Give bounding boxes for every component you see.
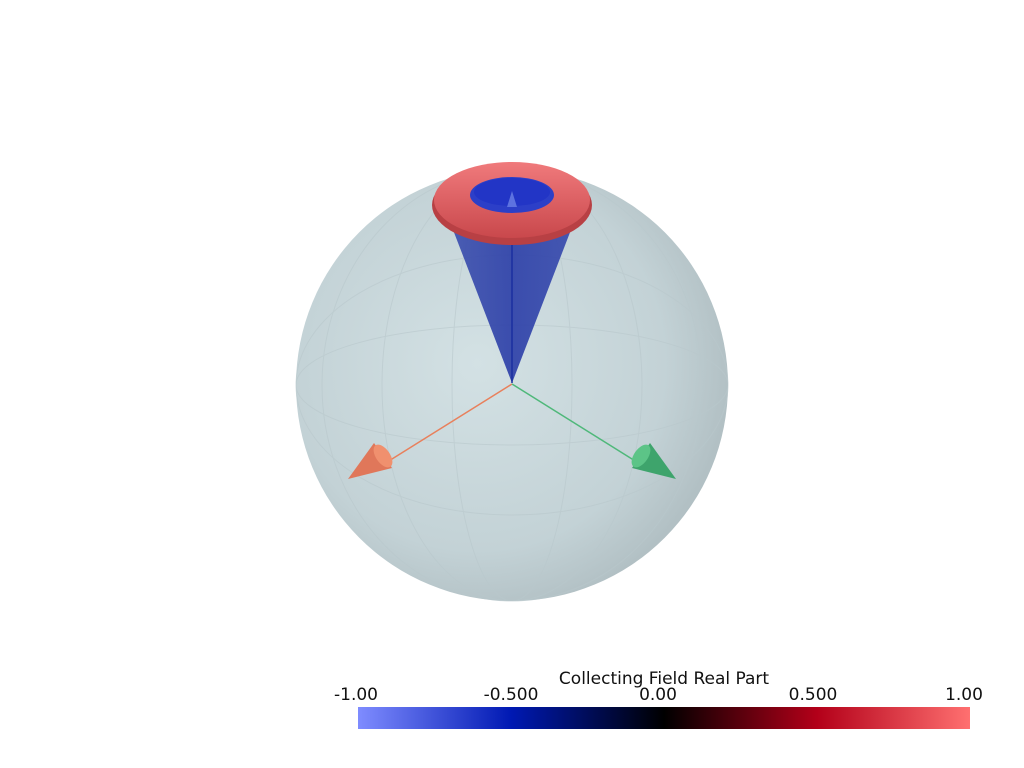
transparent-sphere: [296, 169, 728, 601]
scalar-bar-tick: -1.00: [334, 685, 378, 705]
scalar-bar-tick: -0.500: [483, 685, 539, 705]
scalar-bar-tick: 0.00: [639, 685, 677, 705]
scalar-bar-tick: 1.00: [945, 685, 983, 705]
red-ring: [432, 162, 592, 245]
y-axis-arrow-icon: [631, 443, 676, 479]
scalar-bar-gradient: [358, 707, 970, 729]
x-axis-line: [383, 383, 513, 465]
x-axis-arrow-icon: [348, 443, 393, 479]
y-axis-line: [511, 383, 641, 465]
scalar-bar-tick: 0.500: [788, 685, 838, 705]
scalar-bar-title: Collecting Field Real Part: [558, 669, 770, 689]
